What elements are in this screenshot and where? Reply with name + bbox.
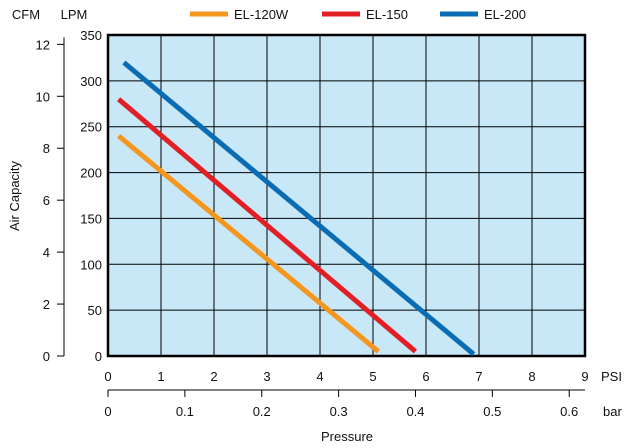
x-tick-psi: 6 bbox=[422, 369, 429, 384]
x-tick-psi: 2 bbox=[210, 369, 217, 384]
y-tick-lpm: 50 bbox=[88, 303, 102, 318]
y-tick-cfm: 10 bbox=[36, 89, 50, 104]
y-tick-lpm: 350 bbox=[80, 28, 102, 43]
grid bbox=[108, 35, 585, 356]
x-tick-psi: 3 bbox=[263, 369, 270, 384]
y-tick-lpm: 0 bbox=[95, 349, 102, 364]
x-tick-bar: 0 bbox=[104, 404, 111, 419]
x-tick-bar: 0.6 bbox=[560, 404, 578, 419]
x-tick-bar: 0.1 bbox=[176, 404, 194, 419]
series-line-el-150 bbox=[116, 97, 418, 354]
y-tick-cfm: 0 bbox=[43, 349, 50, 364]
x-tick-psi: 9 bbox=[581, 369, 588, 384]
y-tick-lpm: 150 bbox=[80, 211, 102, 226]
y-tick-lpm: 250 bbox=[80, 120, 102, 135]
y-tick-lpm: 100 bbox=[80, 257, 102, 272]
x-tick-psi: 4 bbox=[316, 369, 323, 384]
x-tick-psi: 5 bbox=[369, 369, 376, 384]
x-axis-label: Pressure bbox=[321, 429, 373, 444]
y-unit-lpm: LPM bbox=[61, 7, 88, 22]
legend: EL-120W EL-150 EL-200 bbox=[190, 7, 526, 22]
series-line-el-200 bbox=[122, 60, 476, 357]
x-unit-psi: PSI bbox=[601, 369, 622, 384]
x-tick-psi: 1 bbox=[157, 369, 164, 384]
y-tick-cfm: 4 bbox=[43, 245, 50, 260]
y-unit-cfm: CFM bbox=[12, 7, 40, 22]
y-tick-cfm: 6 bbox=[43, 193, 50, 208]
x-tick-bar: 0.3 bbox=[330, 404, 348, 419]
legend-label: EL-120W bbox=[234, 7, 289, 22]
x-tick-psi: 7 bbox=[475, 369, 482, 384]
legend-label: EL-150 bbox=[366, 7, 408, 22]
x-tick-bar: 0.2 bbox=[253, 404, 271, 419]
plot-background bbox=[108, 35, 585, 356]
x-tick-psi: 0 bbox=[104, 369, 111, 384]
legend-label: EL-200 bbox=[484, 7, 526, 22]
y-tick-lpm: 300 bbox=[80, 74, 102, 89]
x-tick-psi: 8 bbox=[528, 369, 535, 384]
plot-border bbox=[106, 33, 587, 358]
y-axis-label: Air Capacity bbox=[7, 160, 22, 231]
y-tick-cfm: 12 bbox=[36, 37, 50, 52]
y-tick-lpm: 200 bbox=[80, 166, 102, 181]
series-line-el-120w bbox=[117, 133, 380, 354]
x-tick-bar: 0.5 bbox=[483, 404, 501, 419]
series-layer bbox=[116, 60, 476, 357]
y-tick-cfm: 2 bbox=[43, 297, 50, 312]
x-tick-bar: 0.4 bbox=[406, 404, 424, 419]
x-unit-bar: bar bbox=[603, 404, 622, 419]
y-tick-cfm: 8 bbox=[43, 141, 50, 156]
